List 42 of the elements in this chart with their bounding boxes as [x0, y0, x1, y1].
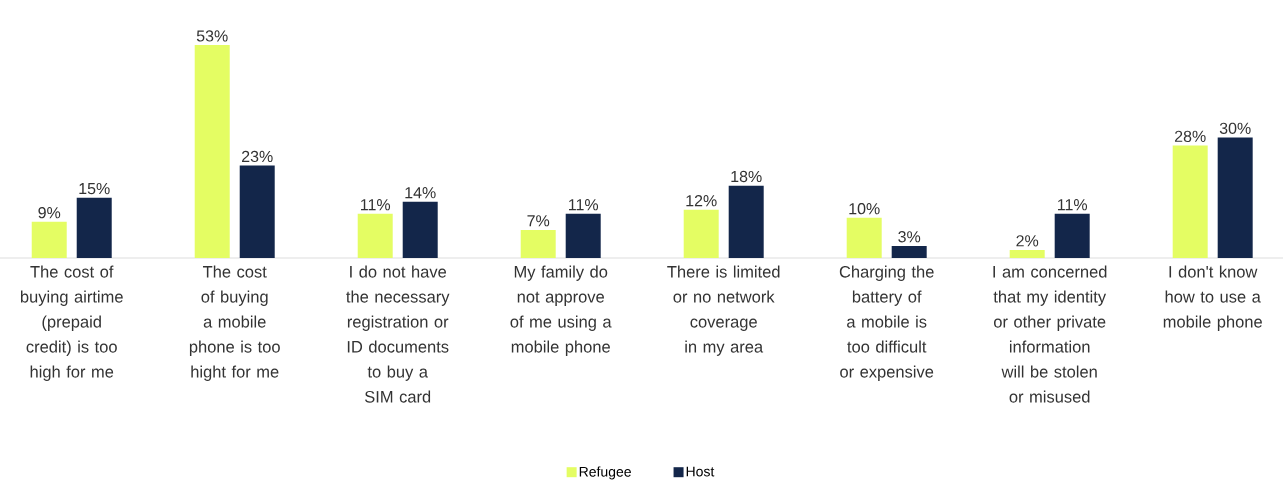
data-label: 53%	[196, 30, 228, 42]
data-label: 3%	[898, 231, 921, 243]
data-label: 9%	[38, 207, 61, 219]
data-label: 15%	[79, 182, 110, 195]
data-label: 7%	[527, 215, 550, 227]
bar	[194, 45, 230, 258]
data-label: 14%	[405, 187, 436, 199]
x-tick-label: I don't know how to use a mobile phone	[1163, 265, 1262, 331]
bar	[1217, 137, 1253, 258]
data-label: 30%	[1219, 122, 1251, 134]
legend-label: Host	[686, 466, 715, 477]
x-tick-label: The cost of buying a mobile phone is too hight for me	[189, 265, 280, 381]
bar	[31, 221, 67, 258]
bar	[891, 245, 927, 258]
bar	[239, 165, 275, 258]
bar	[728, 185, 764, 258]
x-tick-label: Charging the battery of a mobile is too difficult or expensive	[839, 265, 934, 381]
data-label: 11%	[569, 199, 599, 211]
x-tick-label: I do not have the necessary registration or ID documents to buy a SIM card	[346, 265, 450, 403]
bar	[520, 229, 556, 258]
data-label: 11%	[1057, 199, 1088, 211]
bar	[565, 213, 601, 258]
bar	[1172, 145, 1208, 258]
bar	[357, 213, 393, 258]
data-label: 18%	[731, 170, 762, 183]
legend-label: Refugee	[579, 466, 631, 480]
data-label: 23%	[242, 150, 273, 163]
bar	[402, 201, 438, 258]
x-tick-label: My family do not approve of me using a mobile phone	[510, 265, 612, 356]
data-label: 11%	[361, 199, 391, 211]
bar	[76, 197, 112, 258]
bar	[1054, 213, 1090, 258]
data-label: 2%	[1016, 235, 1039, 247]
data-label: 10%	[849, 202, 880, 215]
x-tick-label: The cost of buying airtime (prepaid credit) is too high for me	[20, 265, 123, 381]
x-tick-label: There is limited or no network coverage in my area	[667, 265, 780, 356]
bar	[846, 217, 882, 258]
x-tick-label: I am concerned that my identity or other private information will be stolen or misused	[993, 265, 1107, 403]
bar	[683, 209, 719, 258]
data-label: 28%	[1174, 130, 1206, 143]
bar	[1009, 249, 1045, 258]
data-label: 12%	[686, 195, 717, 207]
